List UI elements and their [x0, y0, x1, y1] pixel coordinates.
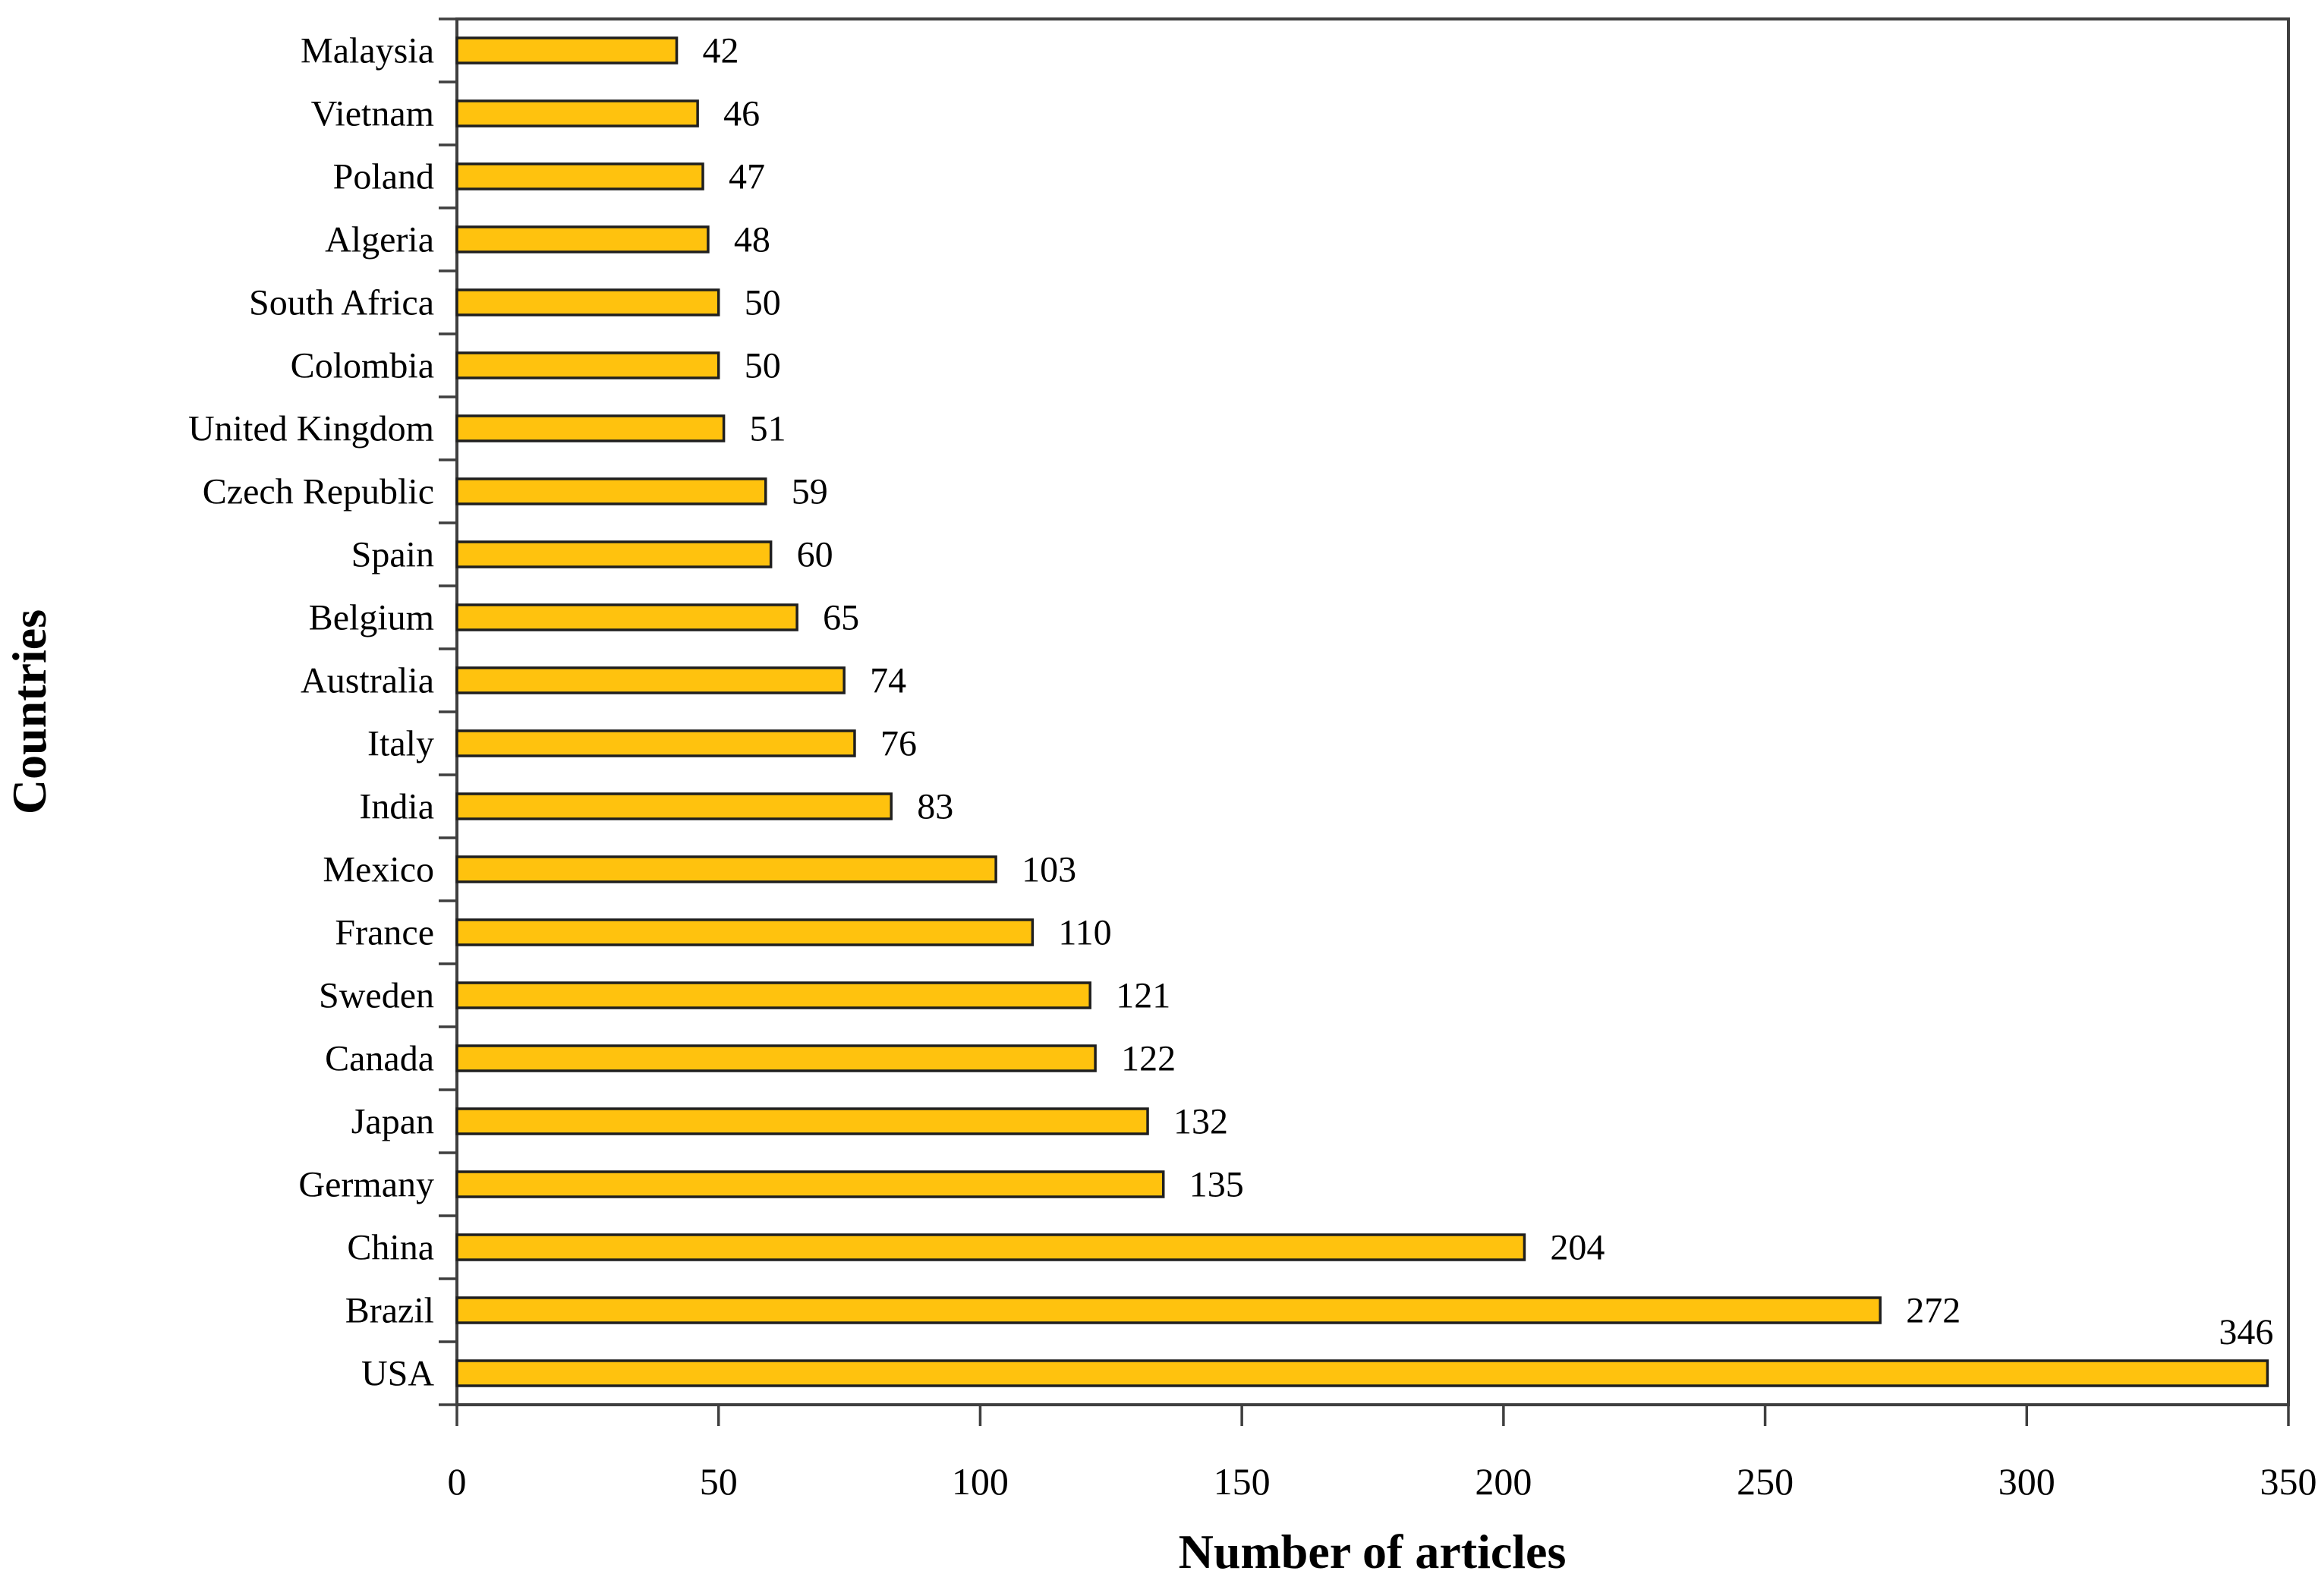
bar-value-label: 135 — [1189, 1165, 1244, 1205]
bar-value-label: 42 — [703, 31, 739, 71]
category-label: Belgium — [309, 598, 434, 638]
bar-value-label: 204 — [1550, 1228, 1605, 1268]
bar-value-label: 110 — [1058, 913, 1111, 953]
category-label: USA — [361, 1354, 434, 1394]
bar — [455, 666, 846, 694]
category-label: Spain — [351, 535, 434, 575]
bar — [455, 414, 726, 442]
category-label: Poland — [333, 157, 434, 197]
bar-value-label: 47 — [729, 157, 765, 197]
bar-value-label: 50 — [745, 346, 781, 386]
bar-value-label: 122 — [1121, 1039, 1176, 1079]
bar — [455, 792, 893, 820]
category-label: Czech Republic — [203, 472, 434, 512]
bar — [455, 603, 798, 631]
bar — [455, 1170, 1165, 1198]
bar — [455, 36, 679, 65]
x-tick-label: 250 — [1737, 1460, 1794, 1503]
x-tick-label: 300 — [1998, 1460, 2055, 1503]
category-label: India — [359, 787, 434, 827]
category-label: South Africa — [249, 283, 434, 323]
bar-value-label: 65 — [823, 598, 859, 638]
bar-value-label: 121 — [1116, 976, 1170, 1016]
x-tick-label: 50 — [700, 1460, 738, 1503]
category-label: Australia — [301, 661, 434, 701]
category-label: Algeria — [325, 220, 434, 260]
x-tick-label: 0 — [448, 1460, 467, 1503]
category-label: Germany — [298, 1165, 434, 1205]
bar-value-label: 132 — [1173, 1102, 1228, 1142]
x-tick-label: 100 — [952, 1460, 1009, 1503]
category-label: Japan — [351, 1102, 434, 1142]
bar-value-label: 60 — [797, 535, 833, 575]
bar — [455, 855, 997, 883]
x-tick-label: 350 — [2260, 1460, 2317, 1503]
category-label: France — [335, 913, 434, 953]
bar-value-label: 59 — [792, 472, 828, 512]
bar — [455, 540, 773, 568]
bar-value-label: 103 — [1022, 850, 1076, 890]
bar — [455, 1044, 1097, 1072]
bar-value-label: 346 — [2219, 1312, 2273, 1352]
category-label: Malaysia — [301, 31, 434, 71]
category-label: Italy — [367, 724, 434, 764]
bar — [455, 729, 856, 757]
plot-layer: 0 50 100 150 200 250 300 350 42 Malaysia 46 Vietnam… — [188, 17, 2317, 1503]
bar — [455, 351, 720, 379]
bar — [455, 981, 1091, 1009]
bar-value-label: 50 — [745, 283, 781, 323]
category-label: Colombia — [291, 346, 434, 386]
category-label: Sweden — [319, 976, 434, 1016]
bar — [455, 1233, 1526, 1261]
category-label: China — [347, 1228, 434, 1268]
category-label: Vietnam — [311, 94, 434, 134]
bar — [455, 1296, 1882, 1324]
x-tick-label: 200 — [1475, 1460, 1532, 1503]
bar — [455, 162, 704, 190]
bar-value-label: 76 — [880, 724, 917, 764]
bar — [455, 918, 1035, 946]
category-label: Canada — [325, 1039, 434, 1079]
bar-value-label: 83 — [917, 787, 953, 827]
bar-value-label: 272 — [1906, 1291, 1961, 1331]
bar — [455, 225, 710, 253]
bar — [455, 1107, 1149, 1135]
bar-value-label: 74 — [870, 661, 906, 701]
category-label: United Kingdom — [188, 409, 434, 449]
category-label: Brazil — [345, 1291, 434, 1331]
bar-value-label: 46 — [723, 94, 760, 134]
bar-value-label: 48 — [734, 220, 770, 260]
bar-value-label: 51 — [750, 409, 786, 449]
x-axis-title: Number of articles — [1179, 1525, 1567, 1579]
bar — [455, 288, 720, 316]
bar — [455, 99, 699, 127]
bar — [455, 477, 767, 505]
y-axis-title: Countries — [2, 609, 56, 814]
bar — [455, 1359, 2269, 1387]
x-tick-label: 150 — [1214, 1460, 1271, 1503]
category-label: Mexico — [323, 850, 434, 890]
